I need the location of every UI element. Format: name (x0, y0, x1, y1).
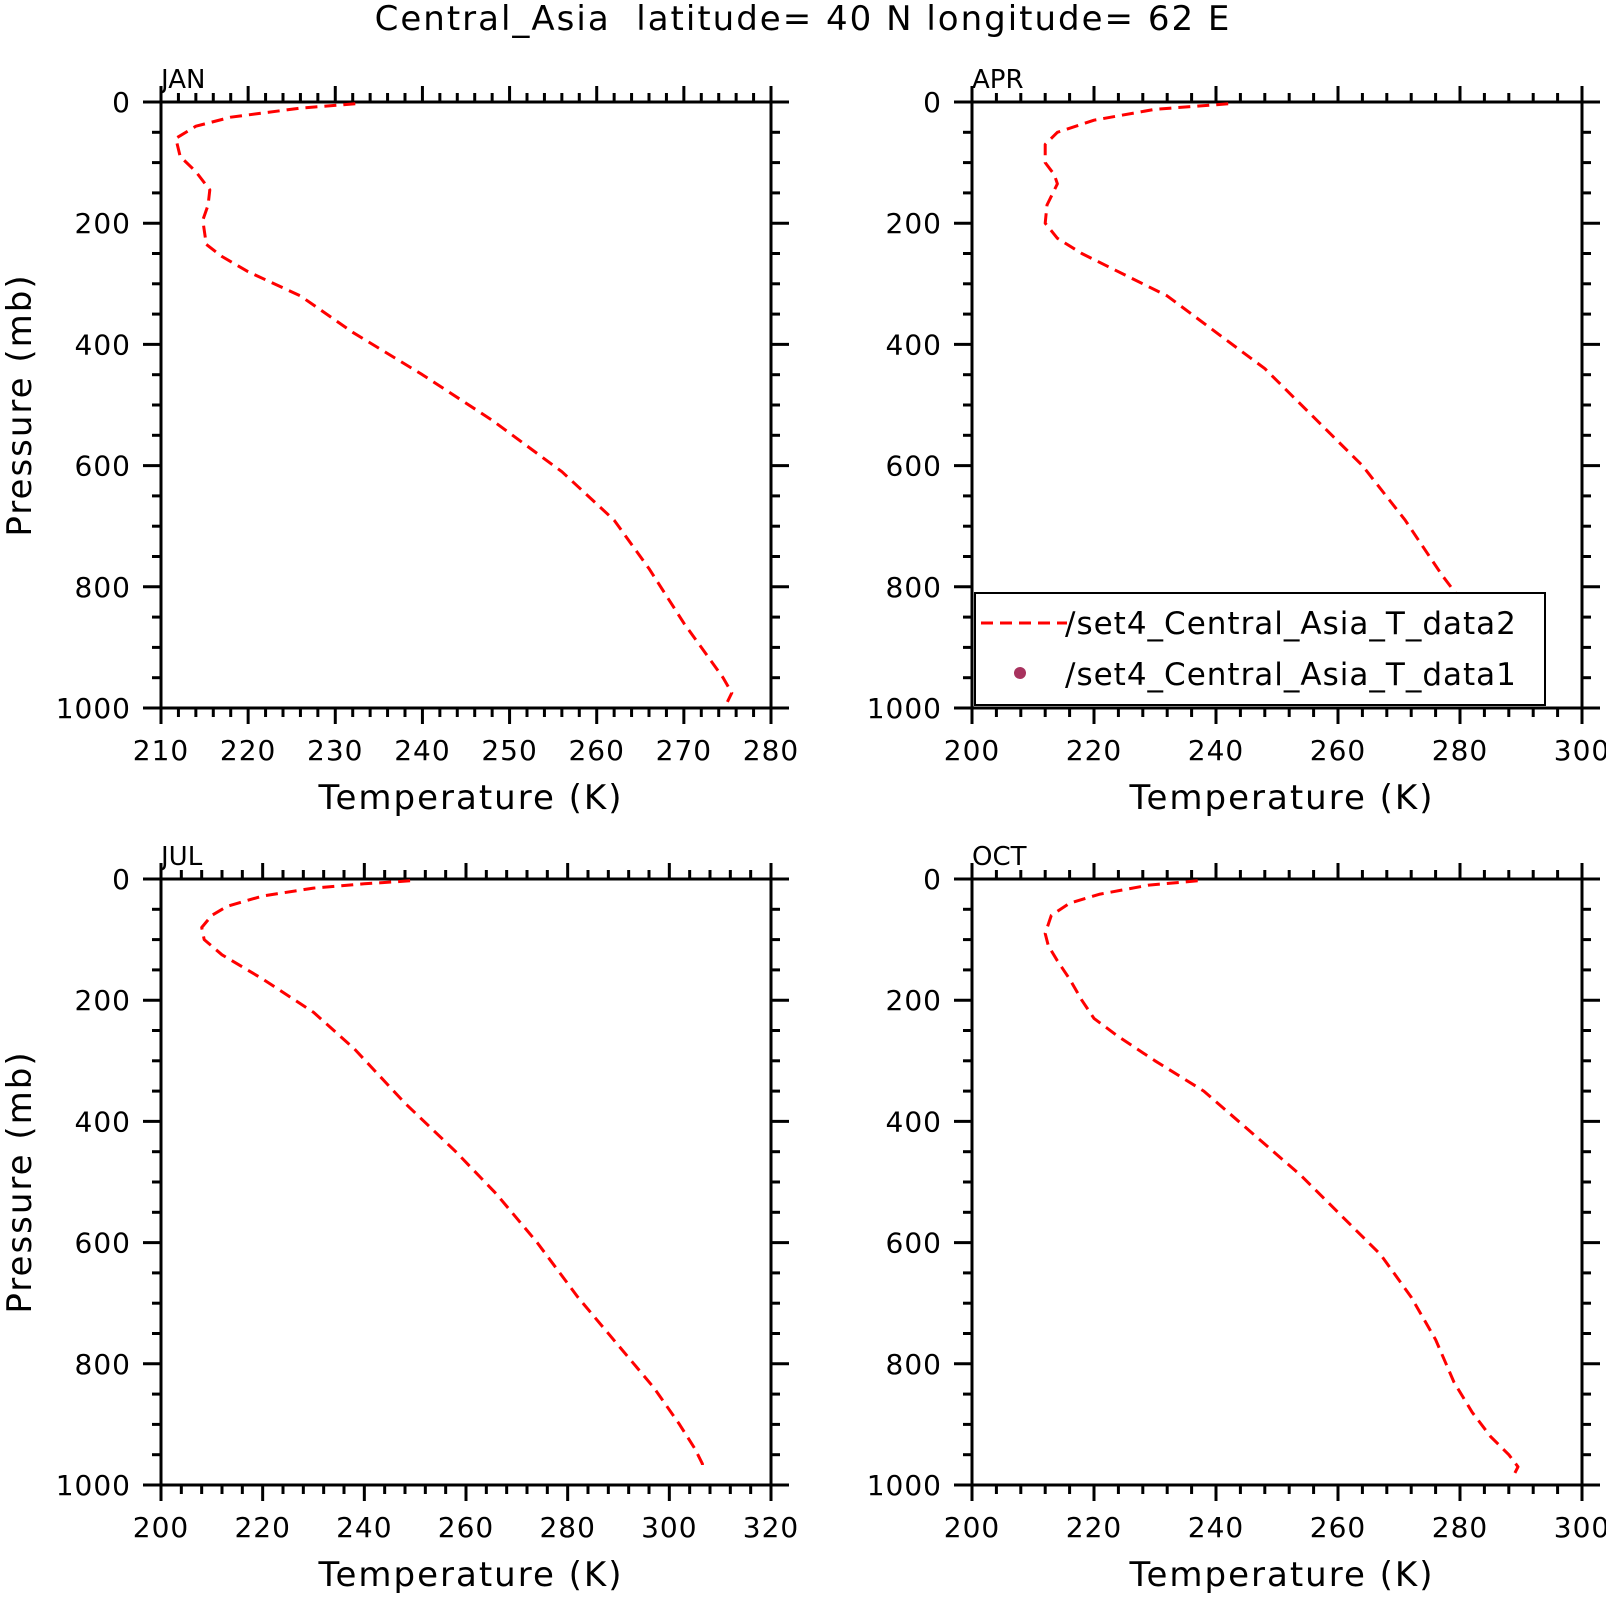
x-tick-label: 260 (1310, 734, 1366, 767)
x-tick-label: 280 (1432, 1511, 1488, 1544)
x-tick-label: 300 (1554, 1511, 1606, 1544)
x-tick-label: 210 (133, 734, 189, 767)
legend: /set4_Central_Asia_T_data2/set4_Central_… (974, 592, 1546, 706)
series-line (174, 102, 734, 703)
x-tick-label: 240 (336, 1511, 392, 1544)
x-tick-label: 220 (1066, 1511, 1122, 1544)
x-axis-title: Temperature (K) (1128, 778, 1434, 818)
x-tick-label: 250 (481, 734, 537, 767)
y-tick-label: 800 (886, 571, 942, 604)
y-tick-label: 0 (112, 86, 131, 119)
x-tick-label: 300 (1554, 734, 1606, 767)
x-tick-label: 240 (1188, 734, 1244, 767)
y-tick-label: 600 (75, 450, 131, 483)
y-tick-label: 400 (75, 328, 131, 361)
legend-dot-symbol (1014, 667, 1026, 679)
y-tick-label: 0 (923, 86, 942, 119)
y-tick-label: 1000 (56, 1469, 131, 1502)
x-tick-label: 260 (438, 1511, 494, 1544)
y-tick-label: 800 (886, 1348, 942, 1381)
y-tick-label: 800 (75, 1348, 131, 1381)
y-tick-label: 1000 (867, 692, 942, 725)
x-tick-label: 230 (307, 734, 363, 767)
x-tick-label: 260 (1310, 1511, 1366, 1544)
legend-label: /set4_Central_Asia_T_data1 (1065, 657, 1517, 693)
x-tick-label: 280 (1432, 734, 1488, 767)
x-tick-label: 200 (133, 1511, 189, 1544)
y-axis-title: Pressure (mb) (0, 273, 40, 536)
y-tick-label: 1000 (56, 692, 131, 725)
y-tick-label: 200 (75, 207, 131, 240)
y-tick-label: 0 (923, 863, 942, 896)
panel-label: APR (972, 65, 1024, 95)
legend-label: /set4_Central_Asia_T_data2 (1065, 606, 1517, 642)
y-tick-label: 1000 (867, 1469, 942, 1502)
x-tick-label: 280 (743, 734, 799, 767)
x-tick-label: 300 (641, 1511, 697, 1544)
y-tick-label: 400 (75, 1105, 131, 1138)
y-tick-label: 600 (75, 1227, 131, 1260)
x-tick-label: 320 (743, 1511, 799, 1544)
x-tick-label: 200 (944, 734, 1000, 767)
x-tick-label: 220 (1066, 734, 1122, 767)
y-axis-title: Pressure (mb) (0, 1050, 40, 1313)
y-tick-label: 600 (886, 1227, 942, 1260)
series-line (200, 879, 704, 1470)
y-tick-label: 800 (75, 571, 131, 604)
x-tick-label: 280 (539, 1511, 595, 1544)
x-axis-title: Temperature (K) (317, 778, 623, 818)
x-tick-label: 200 (944, 1511, 1000, 1544)
x-tick-label: 220 (220, 734, 276, 767)
panel-label: OCT (972, 842, 1027, 872)
panel-label: JAN (159, 65, 205, 95)
plot-frame (159, 877, 773, 1487)
y-tick-label: 200 (886, 984, 942, 1017)
series-line (1043, 102, 1535, 700)
x-tick-label: 260 (568, 734, 624, 767)
x-tick-label: 270 (656, 734, 712, 767)
y-tick-label: 600 (886, 450, 942, 483)
x-tick-label: 240 (394, 734, 450, 767)
series-line (1043, 879, 1520, 1474)
figure-title: Central_Asia latitude= 40 N longitude= 6… (375, 0, 1232, 39)
y-tick-label: 200 (886, 207, 942, 240)
panel-label: JUL (159, 842, 203, 872)
y-tick-label: 400 (886, 328, 942, 361)
x-tick-label: 240 (1188, 1511, 1244, 1544)
x-axis-title: Temperature (K) (1128, 1555, 1434, 1595)
x-axis-title: Temperature (K) (317, 1555, 623, 1595)
x-tick-label: 220 (234, 1511, 290, 1544)
y-tick-label: 200 (75, 984, 131, 1017)
y-tick-label: 400 (886, 1105, 942, 1138)
legend-box (974, 592, 1546, 706)
y-tick-label: 0 (112, 863, 131, 896)
